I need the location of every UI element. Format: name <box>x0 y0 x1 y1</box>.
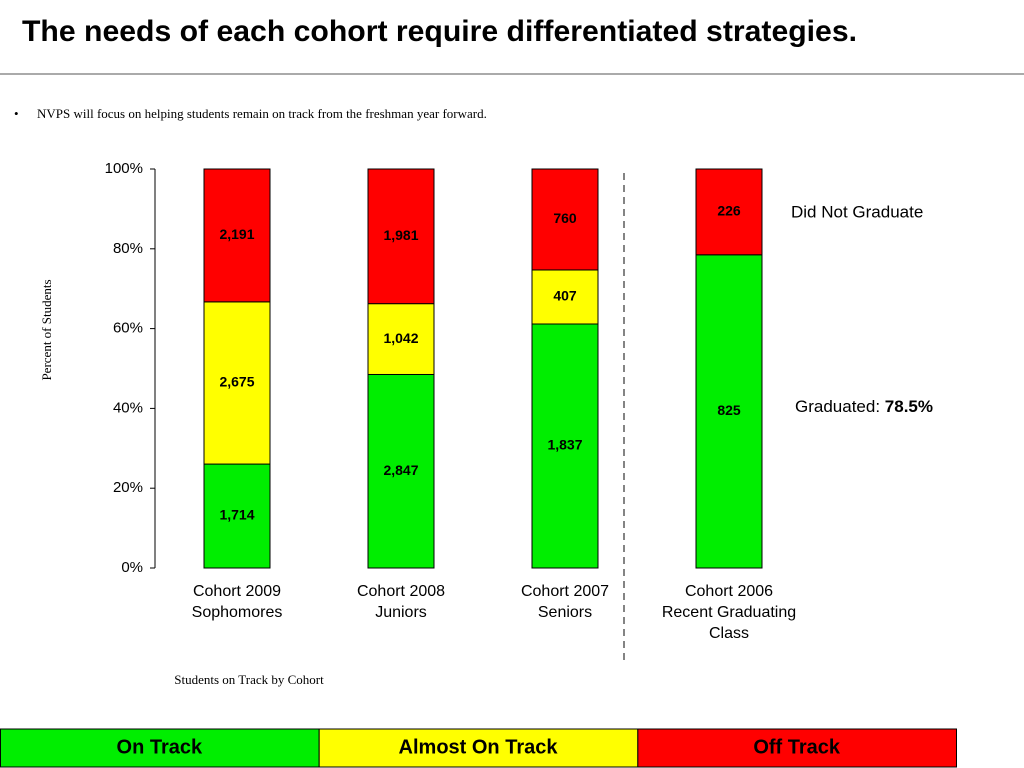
annotation-value: 78.5% <box>885 397 933 416</box>
data-label: 1,042 <box>383 330 418 346</box>
y-tick-label: 20% <box>113 479 143 496</box>
data-label: 2,191 <box>219 226 254 242</box>
legend-label: Almost On Track <box>399 736 559 758</box>
y-tick-label: 0% <box>121 559 143 576</box>
bar-segment <box>203 168 271 303</box>
bar-segment <box>367 373 435 569</box>
bar-segment <box>367 303 435 375</box>
bar-segment <box>695 254 763 569</box>
x-tick-label: Cohort 2008 <box>357 583 445 600</box>
x-tick-label: Sophomores <box>192 604 283 621</box>
slide-title: The needs of each cohort require differe… <box>22 15 857 48</box>
data-label: 1,837 <box>547 437 582 453</box>
annotation: Did Not Graduate <box>791 202 923 221</box>
y-tick-label: 100% <box>105 160 143 177</box>
data-label: 760 <box>553 210 577 226</box>
y-tick-label: 60% <box>113 320 143 337</box>
data-label: 226 <box>717 203 741 219</box>
bullet-dot: • <box>14 106 19 121</box>
bullet-text: NVPS will focus on helping students rema… <box>37 106 487 121</box>
annotation-text: Graduated: <box>795 397 880 416</box>
y-tick-label: 40% <box>113 399 143 416</box>
legend-swatch <box>0 728 320 768</box>
data-label: 2,675 <box>219 374 254 390</box>
x-tick-label: Cohort 2007 <box>521 583 609 600</box>
bar-segment <box>695 168 763 256</box>
data-label: 1,714 <box>219 507 254 523</box>
bar-segment <box>203 301 271 465</box>
bar-segment <box>531 269 599 325</box>
bar-segment <box>367 168 435 305</box>
x-tick-label: Cohort 2009 <box>193 583 281 600</box>
data-label: 2,847 <box>383 462 418 478</box>
x-tick-label: Juniors <box>375 604 427 621</box>
x-axis-label: Students on Track by Cohort <box>174 672 324 687</box>
legend-swatch <box>637 728 957 768</box>
annotation: Graduated: 78.5% <box>795 397 933 416</box>
x-tick-label: Class <box>709 625 749 642</box>
data-label: 407 <box>553 288 577 304</box>
legend-label: Off Track <box>753 736 841 758</box>
bar-segment <box>531 323 599 569</box>
data-label: 825 <box>717 402 741 418</box>
y-tick-label: 80% <box>113 240 143 257</box>
bar-segment <box>531 168 599 271</box>
y-axis-label: Percent of Students <box>39 279 54 380</box>
x-tick-label: Seniors <box>538 604 592 621</box>
legend-swatch <box>318 728 639 768</box>
x-tick-label: Recent Graduating <box>662 604 796 621</box>
legend-label: On Track <box>117 736 203 758</box>
data-label: 1,981 <box>383 227 418 243</box>
x-tick-label: Cohort 2006 <box>685 583 773 600</box>
bar-segment <box>203 463 271 569</box>
